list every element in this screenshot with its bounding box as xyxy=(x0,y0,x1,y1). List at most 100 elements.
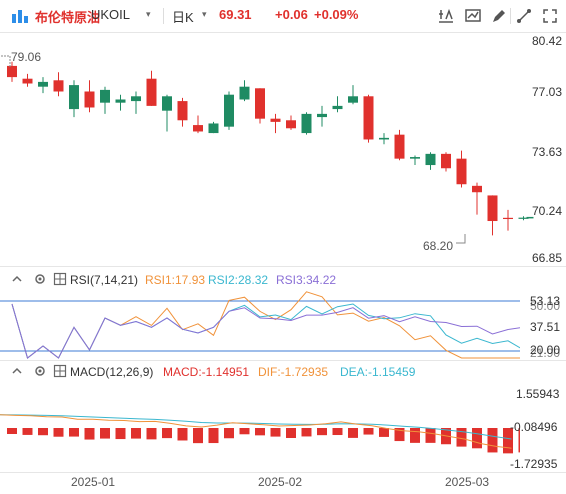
macd-histogram-bar xyxy=(224,428,234,439)
rsi1-value: RSI1:17.93 xyxy=(145,273,206,287)
candle[interactable] xyxy=(394,129,405,161)
candle[interactable] xyxy=(53,72,64,97)
macd-histogram-bar xyxy=(456,428,467,447)
candle[interactable] xyxy=(84,80,95,113)
indicator-settings-icon[interactable] xyxy=(436,6,456,26)
chart-layout-icon[interactable] xyxy=(463,6,483,26)
candle[interactable] xyxy=(177,97,188,127)
candle[interactable] xyxy=(441,152,451,172)
macd-histogram-bar xyxy=(193,428,203,444)
price-change-percent: +0.09% xyxy=(314,7,359,22)
macd-value: MACD:-1.14951 xyxy=(163,365,250,379)
macd-histogram-bar xyxy=(146,428,157,440)
macd-histogram-bar xyxy=(84,428,95,440)
candle[interactable] xyxy=(162,94,172,132)
macd-histogram-bar xyxy=(410,428,420,443)
last-price: 69.31 xyxy=(219,7,252,22)
candle[interactable] xyxy=(472,182,482,215)
candle[interactable] xyxy=(487,195,498,236)
macd-histogram-bar xyxy=(379,428,389,437)
y-tick-label: 80.42 xyxy=(532,34,563,48)
timeframe-dropdown-icon[interactable]: ▾ xyxy=(202,9,207,19)
divider xyxy=(510,8,511,24)
rsi-chart[interactable] xyxy=(0,286,520,360)
candle[interactable] xyxy=(255,88,265,124)
macd-histogram-bar xyxy=(332,428,343,436)
candle[interactable] xyxy=(363,94,374,143)
candle[interactable] xyxy=(379,133,389,145)
candle[interactable] xyxy=(518,216,529,221)
macd-histogram-bar xyxy=(100,428,110,439)
macd-histogram-bar xyxy=(208,428,219,444)
dif-line xyxy=(0,414,512,449)
macd-histogram-bar xyxy=(425,428,436,443)
candle[interactable] xyxy=(317,105,327,127)
pane-divider[interactable] xyxy=(0,360,566,361)
candle[interactable] xyxy=(100,86,110,114)
candle[interactable] xyxy=(456,150,467,188)
candle[interactable] xyxy=(38,77,48,94)
candle[interactable] xyxy=(193,115,203,134)
macd-indicator-name[interactable]: MACD(12,26,9) xyxy=(70,365,154,379)
price-change: +0.06 xyxy=(275,7,308,22)
macd-histogram-bar xyxy=(348,428,358,438)
rsi-tick: 20.00 xyxy=(530,343,561,357)
drawing-tools-icon[interactable] xyxy=(514,6,534,26)
logo-icon xyxy=(12,10,28,23)
candle[interactable] xyxy=(410,155,420,166)
candle[interactable] xyxy=(348,85,358,105)
indicator-grid-icon[interactable] xyxy=(53,272,67,286)
x-axis-label: 2025-02 xyxy=(258,475,303,489)
candle[interactable] xyxy=(503,209,513,231)
pane-divider[interactable] xyxy=(0,266,566,267)
candle[interactable] xyxy=(224,91,234,130)
macd-histogram-bar xyxy=(487,428,498,453)
macd-tick: -1.72935 xyxy=(510,457,558,471)
macd-histogram-bar xyxy=(177,428,188,441)
candle[interactable] xyxy=(7,61,17,82)
candle[interactable] xyxy=(115,94,126,111)
rsi-tick: 53.13 xyxy=(530,294,561,308)
collapse-icon[interactable] xyxy=(10,364,24,378)
candle[interactable] xyxy=(425,152,436,170)
y-tick-label: 77.03 xyxy=(532,85,563,99)
candle[interactable] xyxy=(131,91,141,114)
settings-icon[interactable] xyxy=(33,272,47,286)
macd-histogram-bar xyxy=(503,428,513,454)
macd-histogram-bar xyxy=(363,428,374,435)
candlestick-chart[interactable] xyxy=(0,33,566,265)
timeframe-select[interactable]: 日K xyxy=(172,10,194,25)
candle[interactable] xyxy=(270,113,281,134)
macd-histogram-bar xyxy=(239,428,250,435)
collapse-icon[interactable] xyxy=(10,272,24,286)
settings-icon[interactable] xyxy=(33,364,47,378)
candle[interactable] xyxy=(146,70,157,106)
candle[interactable] xyxy=(286,115,296,130)
candle[interactable] xyxy=(208,121,219,134)
x-axis-label: 2025-01 xyxy=(71,475,116,489)
symbol-code[interactable]: UKOIL xyxy=(91,7,131,22)
macd-chart[interactable] xyxy=(0,378,520,472)
candle[interactable] xyxy=(332,96,343,113)
dif-value: DIF:-1.72935 xyxy=(258,365,329,379)
indicator-grid-icon[interactable] xyxy=(53,364,67,378)
macd-histogram-bar xyxy=(301,428,312,437)
macd-histogram-bar xyxy=(162,428,172,439)
candle[interactable] xyxy=(69,80,79,118)
macd-histogram-bar xyxy=(518,428,520,453)
high-price-label: 79.06 xyxy=(11,50,42,64)
fullscreen-icon[interactable] xyxy=(540,6,560,26)
y-tick-label: 66.85 xyxy=(532,251,563,265)
symbol-dropdown-icon[interactable]: ▾ xyxy=(146,9,151,19)
macd-histogram-bar xyxy=(115,428,126,440)
rsi-tick: 21.90 xyxy=(530,346,561,360)
macd-histogram-bar xyxy=(38,428,48,436)
rsi-indicator-name[interactable]: RSI(7,14,21) xyxy=(70,273,139,287)
candle[interactable] xyxy=(239,80,250,102)
candle[interactable] xyxy=(301,112,312,135)
macd-histogram-bar xyxy=(53,428,64,437)
candle[interactable] xyxy=(22,73,33,87)
symbol-name[interactable]: 布伦特原油 xyxy=(35,10,101,25)
draw-icon[interactable] xyxy=(489,6,509,26)
macd-histogram-bar xyxy=(394,428,405,442)
